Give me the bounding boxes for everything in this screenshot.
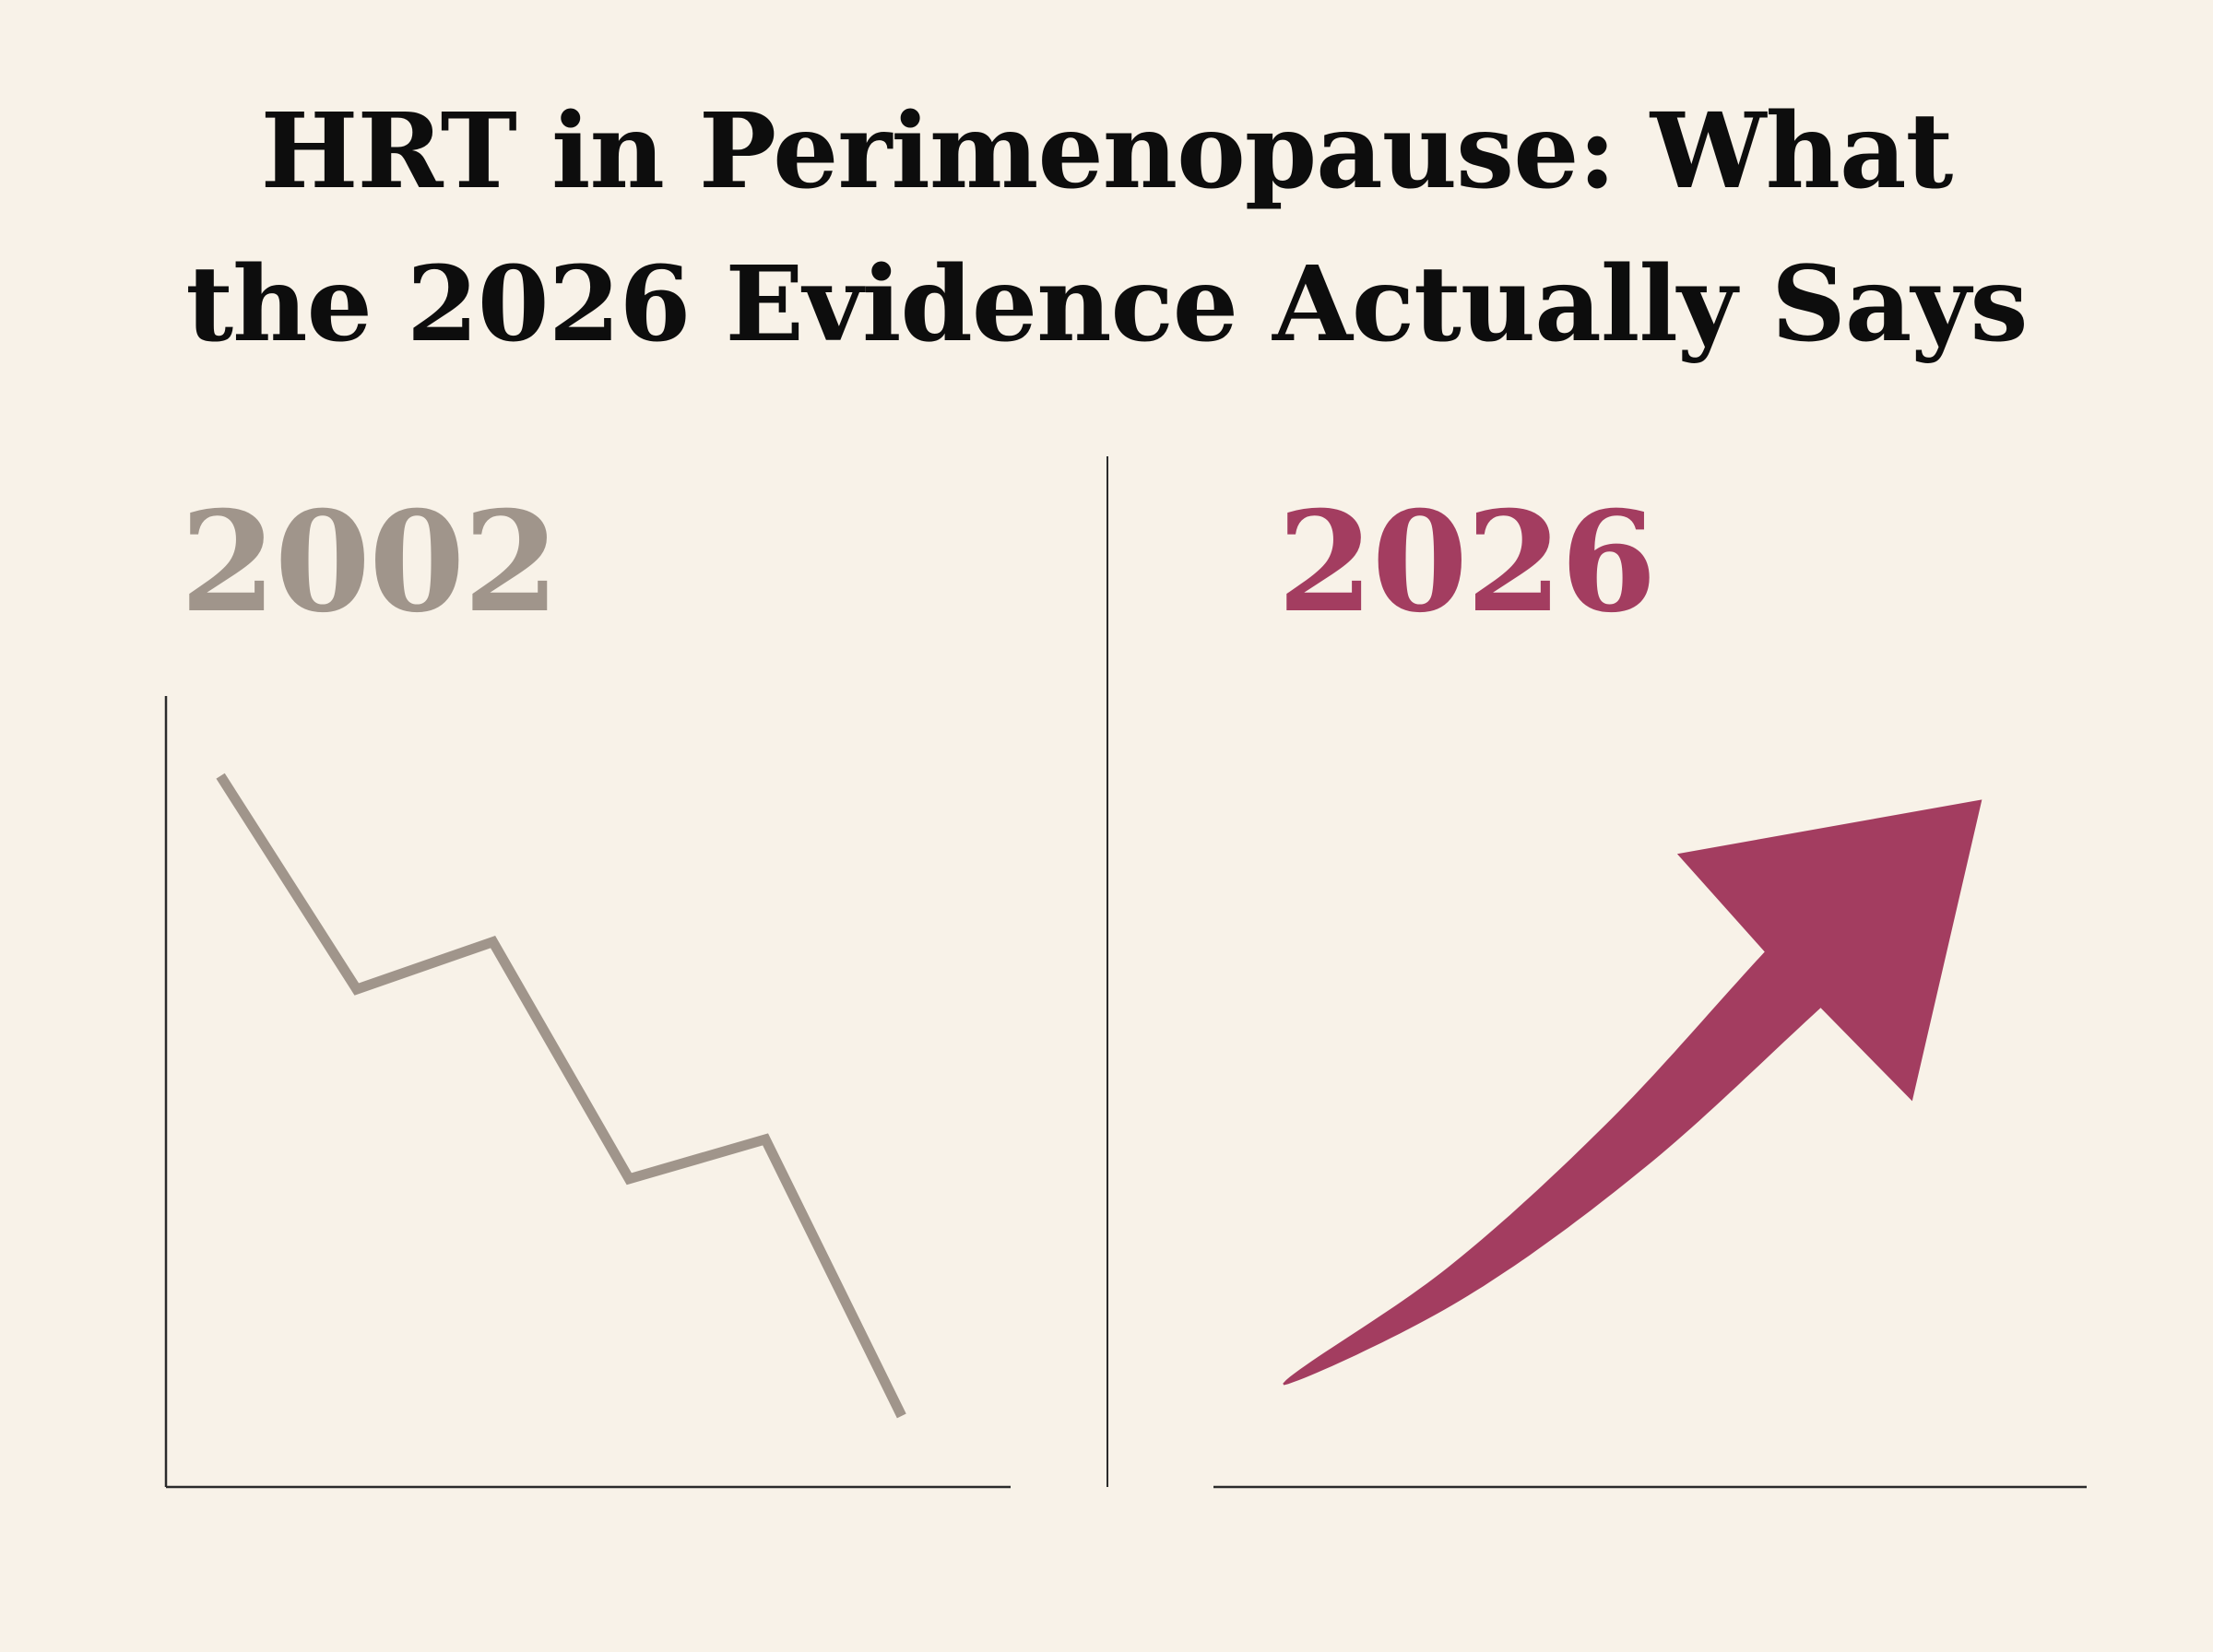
- right-series-arrow: [1283, 799, 1982, 1386]
- left-panel: [164, 696, 1011, 1489]
- title-line-1: HRT in Perimenopause: What: [260, 91, 1954, 212]
- panel-label-2002: 2002: [180, 481, 559, 643]
- right-panel: [1213, 799, 2087, 1489]
- title-line-2: the 2026 Evidence Actually Says: [185, 243, 2028, 365]
- left-series-line: [216, 773, 906, 1419]
- chart-title: HRT in Perimenopause: What the 2026 Evid…: [0, 76, 2213, 382]
- panel-label-2026: 2026: [1277, 481, 1656, 643]
